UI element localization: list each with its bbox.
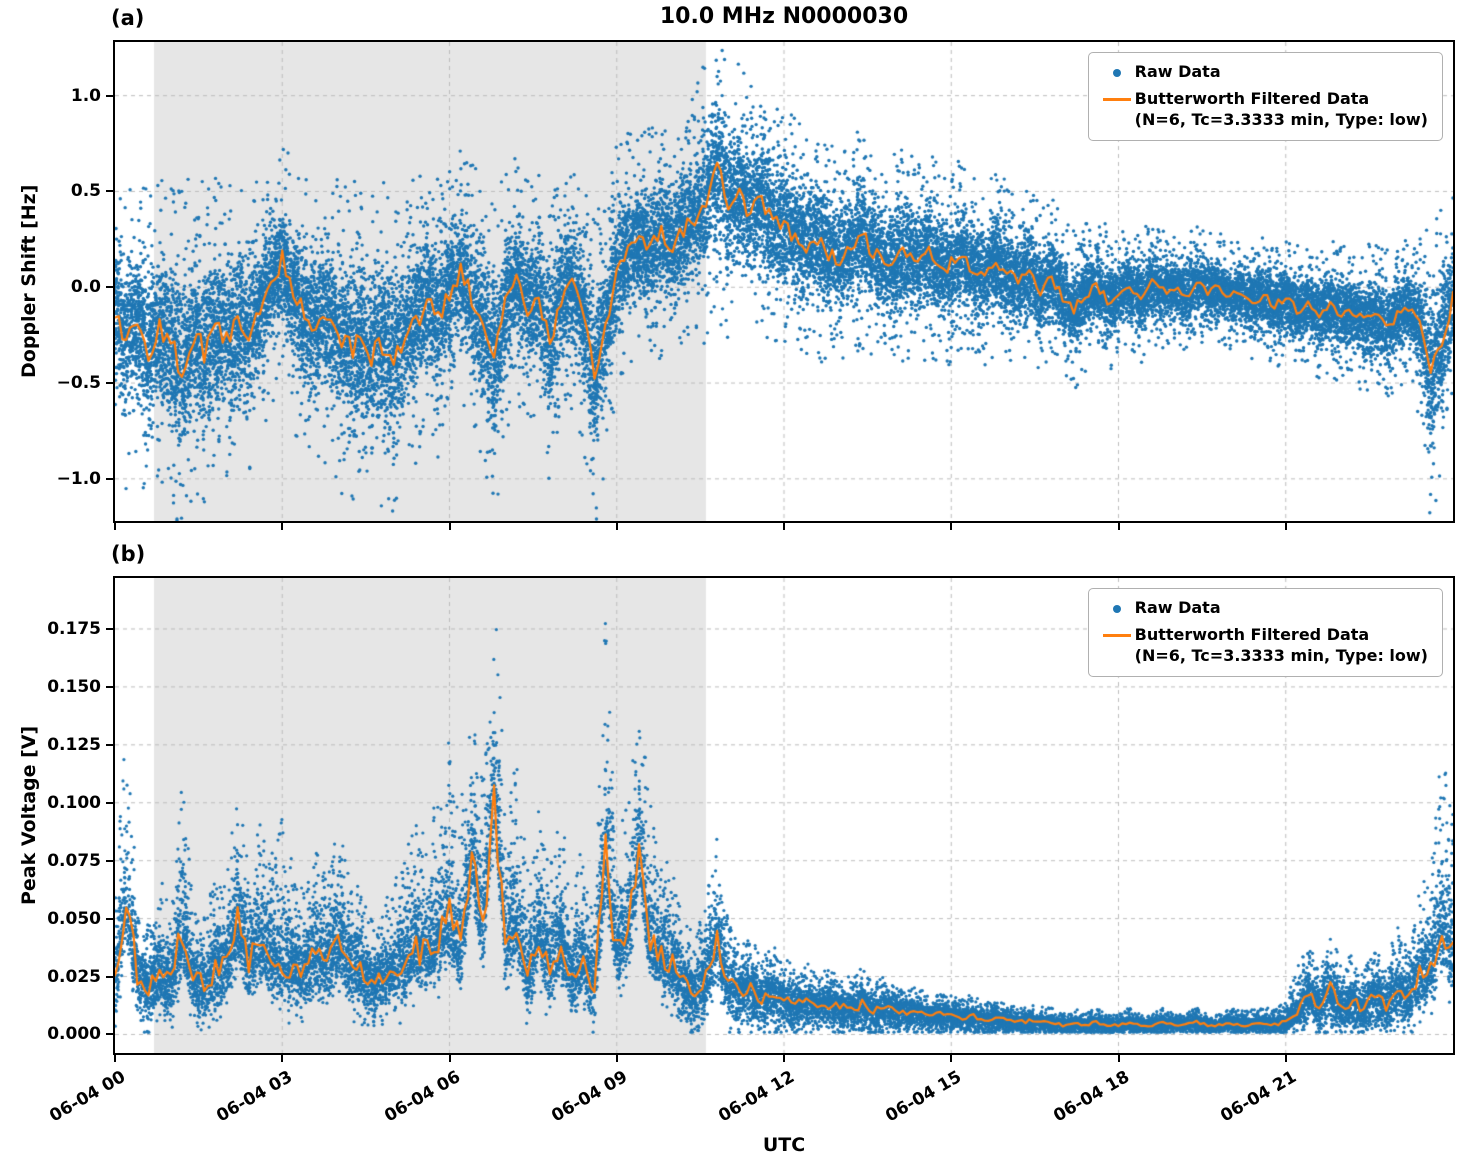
x-tick-mark — [1284, 1055, 1287, 1062]
y-tick-label: 0.125 — [47, 734, 101, 755]
y-tick-label: −1.0 — [56, 468, 101, 489]
y-tick-mark — [106, 382, 113, 385]
x-tick-mark — [114, 523, 116, 530]
x-tick-label: 06-04 15 — [882, 1067, 966, 1127]
y-tick-mark — [106, 859, 113, 862]
y-tick-label: 0.075 — [47, 850, 101, 871]
legend-a: Raw Data Butterworth Filtered Data (N=6,… — [1087, 52, 1443, 141]
x-tick-mark — [1284, 523, 1287, 530]
raw-data-dot-icon — [1112, 604, 1121, 613]
x-tick-label: 06-04 03 — [213, 1067, 297, 1127]
y-tick-mark — [106, 917, 113, 920]
y-tick-label: 0.000 — [47, 1024, 101, 1045]
x-tick-mark — [950, 1055, 953, 1062]
legend-filtered-line2: (N=6, Tc=3.3333 min, Type: low) — [1134, 109, 1428, 129]
filtered-line-icon — [1102, 634, 1131, 637]
y-tick-label: 0.150 — [47, 676, 101, 697]
x-tick-label: 06-04 12 — [715, 1067, 798, 1127]
x-tick-label: 06-04 18 — [1049, 1067, 1133, 1127]
legend-filtered-label: Butterworth Filtered Data (N=6, Tc=3.333… — [1135, 625, 1428, 667]
legend-filtered-line1: Butterworth Filtered Data — [1134, 625, 1370, 644]
panel-b-label: (b) — [111, 542, 146, 566]
legend-entry-raw: Raw Data — [1099, 598, 1428, 619]
y-tick-mark — [106, 286, 113, 289]
y-tick-mark — [106, 627, 113, 630]
x-tick-mark — [1117, 523, 1120, 530]
panel-a-label: (a) — [111, 6, 145, 30]
x-tick-label: 06-04 00 — [46, 1067, 129, 1127]
x-tick-mark — [1117, 1055, 1120, 1062]
legend-entry-filtered: Butterworth Filtered Data (N=6, Tc=3.333… — [1099, 625, 1428, 667]
y-tick-label: 0.025 — [47, 966, 101, 987]
y-tick-label: 1.0 — [70, 85, 101, 106]
legend-b: Raw Data Butterworth Filtered Data (N=6,… — [1087, 588, 1443, 677]
y-tick-mark — [106, 685, 113, 688]
x-tick-label: 06-04 21 — [1217, 1067, 1300, 1127]
legend-entry-raw: Raw Data — [1099, 62, 1428, 83]
x-tick-mark — [281, 523, 284, 530]
y-tick-label: 0.5 — [70, 181, 101, 202]
x-axis-label: UTC — [762, 1134, 806, 1156]
x-tick-label: 06-04 06 — [380, 1067, 464, 1127]
filtered-marker-cell — [1099, 89, 1135, 110]
x-tick-mark — [950, 523, 953, 530]
y-tick-label: 0.100 — [47, 792, 101, 813]
y-tick-mark — [106, 743, 113, 746]
y-tick-mark — [106, 1033, 113, 1036]
filtered-line-icon — [1102, 98, 1131, 101]
x-tick-mark — [114, 1055, 116, 1062]
legend-entry-filtered: Butterworth Filtered Data (N=6, Tc=3.333… — [1099, 89, 1428, 131]
y-tick-label: 0.0 — [70, 277, 101, 298]
x-tick-mark — [448, 1055, 451, 1062]
y-tick-label: −0.5 — [56, 373, 101, 394]
x-tick-mark — [281, 1055, 284, 1062]
y-tick-mark — [106, 801, 113, 804]
y-tick-mark — [106, 477, 113, 480]
legend-raw-label: Raw Data — [1134, 62, 1221, 81]
y-tick-mark — [106, 190, 113, 193]
raw-marker-cell — [1099, 598, 1135, 619]
x-tick-mark — [615, 1055, 618, 1062]
legend-filtered-line2: (N=6, Tc=3.3333 min, Type: low) — [1134, 645, 1428, 665]
x-tick-mark — [615, 523, 618, 530]
y-tick-mark — [106, 94, 113, 97]
figure-title: 10.0 MHz N0000030 — [659, 4, 909, 29]
plot-area-b: Raw Data Butterworth Filtered Data (N=6,… — [113, 576, 1455, 1055]
raw-marker-cell — [1099, 62, 1135, 83]
raw-data-dot-icon — [1112, 68, 1121, 77]
y-tick-label: 0.050 — [47, 908, 101, 929]
legend-filtered-line1: Butterworth Filtered Data — [1134, 89, 1370, 108]
x-tick-mark — [448, 523, 451, 530]
y-tick-label: 0.175 — [47, 618, 101, 639]
plot-area-a: Raw Data Butterworth Filtered Data (N=6,… — [113, 40, 1455, 523]
filtered-marker-cell — [1099, 625, 1135, 646]
x-tick-mark — [783, 523, 785, 530]
x-tick-label: 06-04 09 — [548, 1067, 631, 1127]
y-tick-mark — [106, 975, 113, 978]
legend-raw-label: Raw Data — [1134, 598, 1221, 617]
x-tick-mark — [783, 1055, 785, 1062]
legend-filtered-label: Butterworth Filtered Data (N=6, Tc=3.333… — [1135, 89, 1428, 131]
